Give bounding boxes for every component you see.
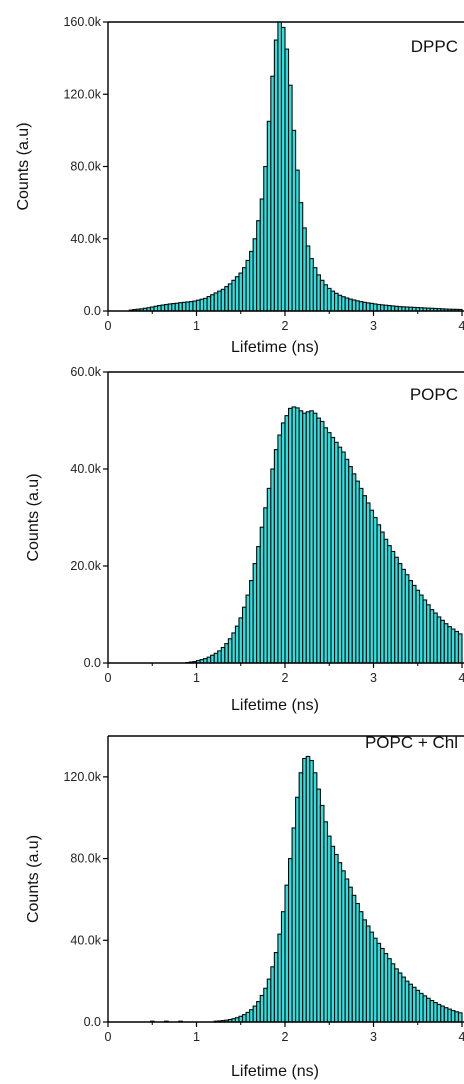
x-tick-label: 3 bbox=[370, 1030, 377, 1044]
bars-group bbox=[185, 406, 463, 664]
y-axis-title: Counts (a.u) bbox=[25, 473, 42, 561]
x-tick-label: 4 bbox=[459, 1030, 464, 1044]
x-tick-label: 1 bbox=[193, 671, 200, 685]
x-axis-title: Lifetime (ns) bbox=[231, 1063, 319, 1080]
x-axis-title: Lifetime (ns) bbox=[231, 697, 319, 714]
lifetime-histogram-popc: 0 1 2 3 4 0.0 20.0k 40.0k 60.0k Lifetime (ns) Coun… bbox=[25, 365, 464, 714]
y-tick-label: 40.0k bbox=[70, 933, 101, 947]
axes-frame bbox=[107, 735, 464, 1023]
y-axis-title: Counts (a.u) bbox=[25, 835, 42, 923]
y-tick-label: 80.0k bbox=[70, 160, 101, 174]
y-tick-label: 0.0 bbox=[84, 304, 101, 318]
y-tick-label: 60.0k bbox=[70, 365, 101, 379]
lifetime-histogram-dppc: 0 1 2 3 4 0.0 40.0k 80.0k 120.0k 160.0k Lifetime (… bbox=[15, 15, 464, 356]
sample-label: POPC + Chl bbox=[365, 733, 458, 752]
y-tick-label: 0.0 bbox=[84, 1015, 101, 1029]
x-tick-label: 0 bbox=[105, 319, 112, 333]
chart-panel-dppc: 0 1 2 3 4 0.0 40.0k 80.0k 120.0k 160.0k Lifetime (… bbox=[0, 0, 464, 360]
x-tick-label: 4 bbox=[459, 671, 464, 685]
sample-label: POPC bbox=[410, 385, 458, 404]
y-tick-label: 0.0 bbox=[84, 656, 101, 670]
y-tick-label: 80.0k bbox=[70, 852, 101, 866]
bars-group bbox=[128, 21, 463, 312]
lifetime-histogram-popc-chl: 0 1 2 3 4 0.0 40.0k 80.0k 120.0k Lifetime (ns) Cou… bbox=[25, 733, 464, 1080]
x-tick-label: 2 bbox=[282, 671, 289, 685]
x-axis-title: Lifetime (ns) bbox=[231, 339, 319, 356]
histogram-bar bbox=[457, 633, 463, 664]
bars-group bbox=[149, 755, 463, 1023]
y-tick-label: 120.0k bbox=[63, 770, 101, 784]
y-tick-label: 120.0k bbox=[63, 87, 101, 101]
y-tick-label: 160.0k bbox=[63, 15, 101, 29]
y-tick-label: 40.0k bbox=[70, 462, 101, 476]
x-tick-label: 2 bbox=[282, 319, 289, 333]
chart-panel-popc: 0 1 2 3 4 0.0 20.0k 40.0k 60.0k Lifetime (ns) Coun… bbox=[0, 360, 464, 718]
y-tick-label: 20.0k bbox=[70, 559, 101, 573]
y-axis-title: Counts (a.u) bbox=[15, 122, 32, 210]
chart-panel-popc-chl: 0 1 2 3 4 0.0 40.0k 80.0k 120.0k Lifetime (ns) Cou… bbox=[0, 718, 464, 1084]
x-tick-label: 1 bbox=[193, 319, 200, 333]
x-tick-label: 0 bbox=[105, 1030, 112, 1044]
y-tick-label: 40.0k bbox=[70, 232, 101, 246]
x-tick-label: 3 bbox=[370, 671, 377, 685]
sample-label: DPPC bbox=[411, 37, 458, 56]
x-tick-label: 1 bbox=[193, 1030, 200, 1044]
axes-frame bbox=[107, 371, 464, 664]
x-tick-label: 0 bbox=[105, 671, 112, 685]
histogram-bar bbox=[457, 1012, 463, 1023]
x-tick-label: 4 bbox=[459, 319, 464, 333]
x-tick-label: 2 bbox=[282, 1030, 289, 1044]
x-tick-label: 3 bbox=[370, 319, 377, 333]
